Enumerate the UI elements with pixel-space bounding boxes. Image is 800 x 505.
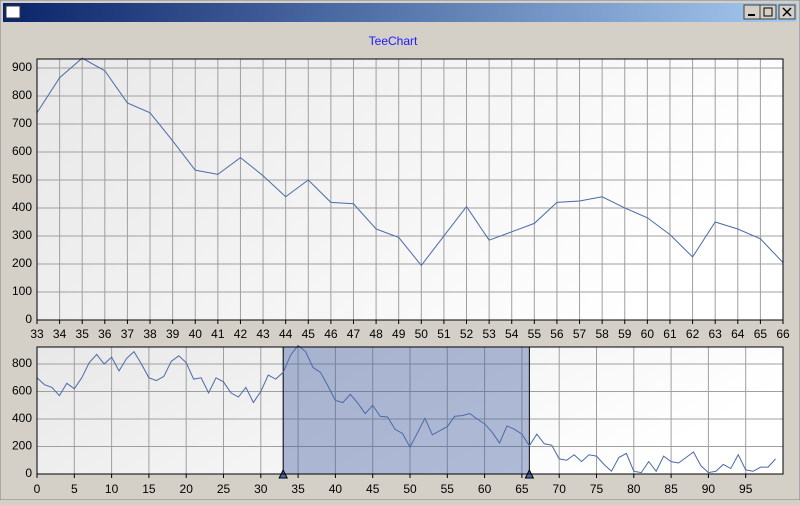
y-tick-label: 400	[12, 200, 32, 214]
x-tick-label: 55	[441, 482, 455, 496]
x-tick-label: 60	[478, 482, 492, 496]
x-tick-label: 15	[142, 482, 156, 496]
title-bar	[3, 3, 797, 22]
x-tick-label: 50	[403, 482, 417, 496]
x-tick-label: 51	[437, 327, 451, 341]
x-tick-label: 43	[256, 327, 270, 341]
x-tick-label: 20	[180, 482, 194, 496]
x-tick-label: 49	[392, 327, 406, 341]
x-tick-label: 52	[460, 327, 474, 341]
x-tick-label: 37	[121, 327, 135, 341]
x-tick-label: 63	[709, 327, 723, 341]
x-tick-label: 35	[76, 327, 90, 341]
y-tick-label: 900	[12, 60, 32, 74]
x-tick-label: 50	[415, 327, 429, 341]
y-tick-label: 500	[12, 172, 32, 186]
data-line	[36, 57, 784, 267]
y-tick-label: 800	[12, 356, 32, 370]
x-tick-label: 47	[347, 327, 361, 341]
x-tick-label: 10	[105, 482, 119, 496]
x-tick-label: 85	[664, 482, 678, 496]
y-tick-label: 800	[12, 88, 32, 102]
y-tick-label: 0	[25, 312, 32, 326]
x-tick-label: 25	[217, 482, 231, 496]
x-tick-label: 70	[553, 482, 567, 496]
data-line	[36, 344, 776, 474]
x-tick-label: 0	[34, 482, 41, 496]
x-tick-label: 57	[573, 327, 587, 341]
x-tick-label: 90	[702, 482, 716, 496]
x-tick-label: 59	[618, 327, 632, 341]
x-tick-label: 48	[369, 327, 383, 341]
x-tick-label: 44	[279, 327, 293, 341]
x-tick-label: 46	[324, 327, 338, 341]
x-tick-label: 75	[590, 482, 604, 496]
x-tick-label: 95	[739, 482, 753, 496]
window-buttons	[743, 4, 796, 20]
x-tick-label: 80	[627, 482, 641, 496]
x-tick-label: 65	[754, 327, 768, 341]
plot-border	[36, 58, 784, 321]
minimize-button[interactable]	[743, 4, 761, 20]
x-tick-label: 64	[731, 327, 745, 341]
x-tick-label: 56	[550, 327, 564, 341]
x-tick-label: 38	[143, 327, 157, 341]
x-tick-label: 65	[515, 482, 529, 496]
y-tick-label: 600	[12, 144, 32, 158]
x-tick-label: 62	[686, 327, 700, 341]
x-tick-label: 30	[254, 482, 268, 496]
y-tick-label: 200	[12, 439, 32, 453]
app-icon	[5, 5, 21, 19]
chart-title: TeeChart	[369, 34, 418, 48]
y-tick-label: 400	[12, 411, 32, 425]
y-tick-label: 0	[25, 466, 32, 480]
plot-area	[37, 59, 783, 320]
y-tick-label: 300	[12, 228, 32, 242]
x-tick-label: 53	[482, 327, 496, 341]
x-tick-label: 45	[302, 327, 316, 341]
plot-border	[36, 346, 784, 475]
x-tick-label: 54	[505, 327, 519, 341]
x-tick-label: 33	[30, 327, 44, 341]
x-tick-label: 40	[189, 327, 203, 341]
y-tick-label: 600	[12, 384, 32, 398]
x-tick-label: 34	[53, 327, 67, 341]
x-tick-label: 58	[595, 327, 609, 341]
x-tick-label: 42	[234, 327, 248, 341]
x-tick-label: 45	[366, 482, 380, 496]
x-tick-label: 39	[166, 327, 180, 341]
y-tick-label: 200	[12, 256, 32, 270]
x-tick-label: 35	[291, 482, 305, 496]
x-tick-label: 55	[528, 327, 542, 341]
x-tick-label: 41	[211, 327, 225, 341]
x-tick-label: 66	[776, 327, 790, 341]
y-tick-label: 700	[12, 116, 32, 130]
maximize-button[interactable]	[759, 4, 777, 20]
x-tick-label: 36	[98, 327, 112, 341]
x-tick-label: 5	[71, 482, 78, 496]
x-tick-label: 61	[663, 327, 677, 341]
x-tick-label: 60	[641, 327, 655, 341]
selection-range	[282, 346, 530, 475]
x-tick-label: 40	[329, 482, 343, 496]
y-tick-label: 100	[12, 284, 32, 298]
